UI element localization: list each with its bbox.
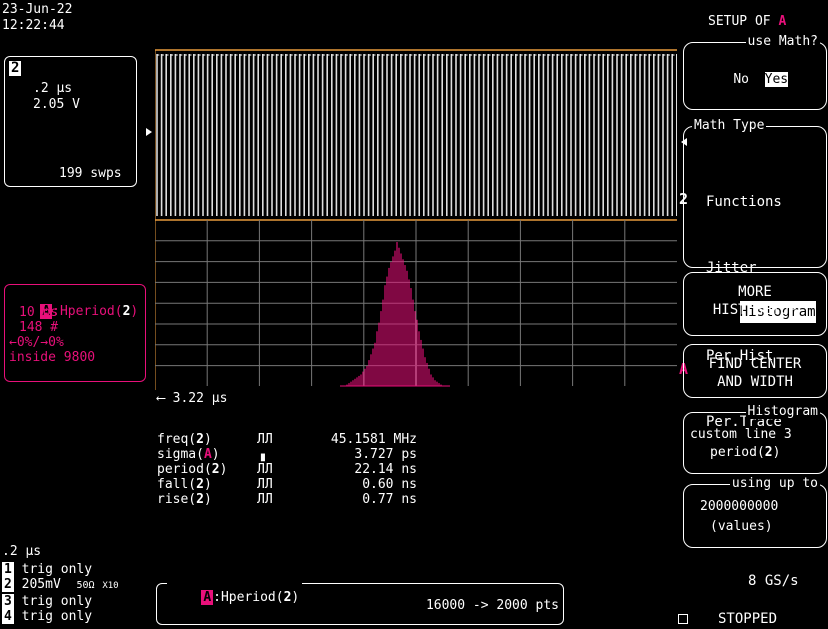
- channel-row[interactable]: 2 205mV 50Ω X10: [2, 577, 119, 592]
- using-up-to-menu[interactable]: using up to 2000000000 (values): [683, 476, 827, 548]
- date-label: 23-Jun-22: [2, 2, 73, 17]
- menu-title: SETUP OF A: [708, 14, 787, 29]
- sweeps-value: 199 swps: [57, 166, 124, 181]
- math-function-arg: 2: [122, 304, 131, 319]
- hist-setup-label: HIST SETUP: [712, 302, 798, 318]
- math-type-menu[interactable]: Math Type Functions Jitter Histogram Per…: [683, 118, 827, 430]
- acquisition-status: STOPPED: [718, 611, 778, 627]
- use-math-label: use Math?: [745, 34, 820, 49]
- math-range: ←0%/→0%: [9, 335, 64, 350]
- channel-row[interactable]: 4 trig only: [2, 609, 93, 624]
- math-count: 148 #: [19, 320, 59, 335]
- waveform-display[interactable]: [155, 48, 677, 390]
- max-values: 2000000000: [700, 499, 779, 514]
- math-bin-width: 10 ps: [19, 305, 59, 320]
- and-width-label: AND WIDTH: [717, 374, 793, 390]
- sample-rate: 8 GS/s: [748, 573, 799, 589]
- using-label: using up to: [729, 476, 820, 491]
- more-label: MORE: [738, 284, 772, 300]
- measurement-row: period(2) ЛЛ 22.14 ns: [157, 462, 417, 477]
- math-function-close: ): [130, 304, 139, 319]
- channel-info-box[interactable]: 2 .2 µs 2.05 V 199 swps: [4, 56, 137, 187]
- pulse-train-icon: ЛЛ: [257, 477, 273, 492]
- time-span-label: ⟵ 3.22 µs: [157, 391, 228, 406]
- math-type-label: Math Type: [692, 118, 767, 133]
- waveform-trace: [156, 54, 677, 216]
- custom-line-label: custom line 3: [690, 427, 792, 442]
- horizontal-scale: .2 µs: [2, 544, 42, 559]
- math-status-badge: A: [201, 590, 214, 605]
- find-center-button[interactable]: FIND CENTER AND WIDTH: [683, 344, 827, 398]
- use-math-yes[interactable]: Yes: [764, 72, 789, 87]
- histogram-grid: [155, 220, 677, 386]
- math-type-functions[interactable]: Functions: [706, 194, 782, 210]
- volts-value: 2.05 V: [33, 97, 80, 112]
- math-type-perhist[interactable]: Per.Hist: [706, 348, 774, 364]
- find-center-label: FIND CENTER: [708, 356, 802, 372]
- measurement-row: fall(2) ЛЛ 0.60 ns: [157, 477, 417, 492]
- channel-row[interactable]: 1 trig only: [2, 562, 93, 577]
- timebase-value: .2 µs: [33, 81, 73, 96]
- histogram-source-menu[interactable]: Histogram custom line 3 period(2): [683, 404, 827, 474]
- measurement-row: sigma(A) ▗ 3.727 ps: [157, 447, 417, 462]
- histogram-bars: [340, 242, 450, 387]
- pulse-train-icon: ЛЛ: [257, 492, 273, 507]
- math-status-box[interactable]: A:Hperiod(2) 16000 -> 2000 pts: [156, 575, 564, 625]
- status-indicator-icon: [678, 614, 688, 624]
- measurement-row: rise(2) ЛЛ 0.77 ns: [157, 492, 417, 507]
- channel-number-badge: 2: [9, 60, 22, 76]
- measurement-row: freq(2) ЛЛ 45.1581 MHz: [157, 432, 417, 447]
- more-hist-setup-button[interactable]: MORE HIST SETUP: [683, 272, 827, 336]
- math-info-box[interactable]: A:Hperiod(2) 10 ps 148 # ←0%/→0% inside …: [4, 284, 146, 382]
- pulse-train-icon: ЛЛ: [257, 432, 273, 447]
- histogram-icon: ▗: [257, 447, 265, 462]
- math-channel-badge: A: [40, 304, 53, 319]
- menu-pointer-icon: [681, 138, 687, 146]
- math-function-label: :Hperiod(: [52, 304, 123, 319]
- channel-row[interactable]: 3 trig only: [2, 594, 93, 609]
- use-math-no[interactable]: No: [733, 72, 749, 87]
- time-label: 12:22:44: [2, 18, 65, 33]
- values-label: (values): [710, 519, 773, 534]
- math-type-histogram[interactable]: Histogram: [739, 301, 816, 323]
- points-label: 16000 -> 2000 pts: [425, 598, 559, 613]
- pulse-train-icon: ЛЛ: [257, 462, 273, 477]
- time-span-value: 3.22 µs: [172, 391, 228, 406]
- use-math-menu[interactable]: use Math? No Yes: [683, 34, 827, 110]
- math-inside: inside 9800: [9, 350, 96, 365]
- histogram-label: Histogram: [745, 404, 820, 419]
- channel-marker-icon: [146, 128, 152, 136]
- channel-list: 1 trig only 2 205mV 50Ω X10 3 trig only …: [2, 562, 119, 624]
